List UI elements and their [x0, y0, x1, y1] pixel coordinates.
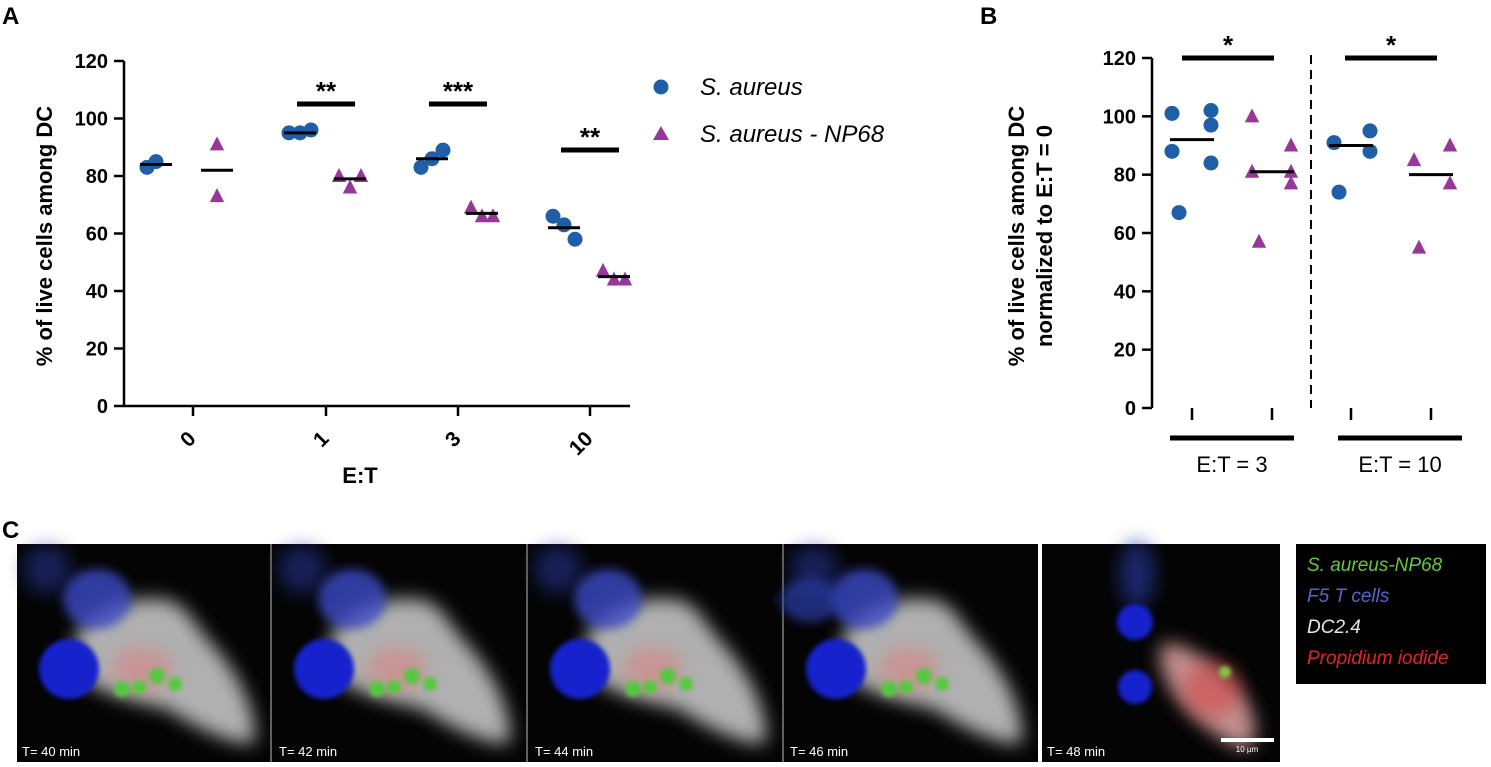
- timestamp-frame-5: T= 48 min: [1047, 744, 1105, 759]
- data-point-s-aureus: [303, 122, 319, 138]
- panel-a-x-axis-title: E:T: [342, 463, 378, 488]
- legend-label-s-aureus-np68: S. aureus - NP68: [700, 121, 885, 148]
- data-point-s-aureus: [567, 231, 583, 247]
- panel-label-c: C: [2, 517, 19, 544]
- data-point-s-aureus-np68: [1244, 108, 1260, 123]
- data-point-s-aureus-np68: [1442, 175, 1458, 190]
- x-tick-label: 0: [176, 427, 201, 452]
- legend-marker-s-aureus: [653, 79, 669, 95]
- y-tick-label: 80: [1114, 165, 1136, 187]
- y-tick-label: 40: [1114, 281, 1136, 303]
- data-point-s-aureus: [1203, 103, 1219, 118]
- data-point-s-aureus: [1203, 155, 1219, 171]
- micrograph-frame-5: T= 48 min 10 µm: [1042, 540, 1280, 762]
- panel-b-y-axis-title-line2: normalized to E:T = 0: [1032, 125, 1057, 347]
- panel-b-y-axis-title-line1: % of live cells among DC: [1004, 106, 1029, 367]
- data-point-s-aureus-np68: [209, 188, 225, 203]
- panel-label-b: B: [980, 3, 997, 30]
- data-point-s-aureus: [1331, 184, 1347, 200]
- micrograph-frame-1: T= 40 min: [17, 544, 271, 762]
- legend-marker-s-aureus-np68: [653, 126, 669, 140]
- data-point-s-aureus-np68: [342, 179, 358, 194]
- channel-label-dc24: DC2.4: [1307, 617, 1361, 638]
- y-tick-label: 100: [75, 109, 108, 131]
- channel-legend-box: [1296, 544, 1486, 684]
- channel-label-propidium-iodide: Propidium iodide: [1307, 648, 1449, 669]
- panel-a-y-axis-title: % of live cells among DC: [32, 106, 57, 367]
- significance-label: *: [1386, 30, 1397, 60]
- panel-c-micrographs: T= 40 min T= 42 min T= 44 min T= 46 min …: [17, 540, 1486, 762]
- y-tick-label: 60: [1114, 223, 1136, 245]
- y-tick-label: 20: [86, 339, 108, 361]
- data-point-s-aureus-np68: [617, 271, 633, 286]
- data-point-s-aureus-np68: [606, 271, 622, 286]
- data-point-s-aureus: [413, 159, 429, 175]
- timestamp-frame-2: T= 42 min: [279, 744, 337, 759]
- y-tick-label: 100: [1103, 106, 1136, 128]
- significance-label: **: [316, 76, 337, 106]
- micrograph-frame-2: T= 42 min: [272, 544, 526, 762]
- channel-legend: S. aureus-NP68 F5 T cells DC2.4 Propidiu…: [1296, 544, 1486, 684]
- y-tick-label: 80: [86, 166, 108, 188]
- data-point-s-aureus-np68: [595, 262, 611, 277]
- x-tick-label: 1: [309, 427, 334, 452]
- timestamp-frame-3: T= 44 min: [535, 744, 593, 759]
- data-point-s-aureus: [556, 217, 572, 233]
- timestamp-frame-1: T= 40 min: [22, 744, 80, 759]
- data-point-s-aureus-np68: [1283, 175, 1299, 190]
- frame-gap: [1038, 544, 1043, 762]
- x-tick-label: 10: [565, 427, 598, 460]
- legend-label-s-aureus: S. aureus: [700, 74, 803, 101]
- scale-bar-label: 10 µm: [1236, 745, 1259, 754]
- extra-t-cell-signal: [780, 578, 840, 622]
- timestamp-frame-4: T= 46 min: [790, 744, 848, 759]
- data-point-s-aureus-np68: [474, 208, 490, 223]
- data-point-s-aureus: [1164, 105, 1180, 121]
- group-label-et3: E:T = 3: [1196, 452, 1267, 477]
- data-point-s-aureus: [435, 142, 451, 158]
- y-tick-label: 60: [86, 224, 108, 246]
- data-point-s-aureus: [545, 208, 561, 224]
- x-tick-label: 3: [441, 427, 466, 452]
- y-tick-label: 0: [97, 396, 108, 418]
- data-point-s-aureus-np68: [485, 208, 501, 223]
- panel-label-a: A: [2, 3, 19, 30]
- y-tick-label: 20: [1114, 340, 1136, 362]
- micrograph-frame-3: T= 44 min: [528, 544, 782, 762]
- significance-label: **: [580, 122, 601, 152]
- data-point-s-aureus: [148, 154, 164, 170]
- y-tick-label: 0: [1125, 398, 1136, 420]
- group-label-et10: E:T = 10: [1358, 452, 1441, 477]
- channel-label-s-aureus-np68: S. aureus-NP68: [1307, 555, 1443, 576]
- data-point-s-aureus-np68: [209, 136, 225, 151]
- significance-label: ***: [443, 76, 474, 106]
- y-tick-label: 120: [1103, 48, 1136, 70]
- significance-label: *: [1223, 30, 1234, 60]
- data-point-s-aureus-np68: [1251, 233, 1267, 248]
- y-tick-label: 120: [75, 51, 108, 73]
- data-point-s-aureus-np68: [1406, 152, 1422, 167]
- data-point-s-aureus: [1362, 123, 1378, 139]
- data-point-s-aureus-np68: [1442, 137, 1458, 152]
- y-tick-label: 40: [86, 281, 108, 303]
- panel-b-chart: 0 20 40 60 80 100 120 * * % of live cells among …: [1004, 30, 1462, 477]
- data-point-s-aureus: [1203, 117, 1219, 133]
- data-point-s-aureus-np68: [463, 199, 479, 214]
- data-point-s-aureus: [1164, 143, 1180, 159]
- data-point-s-aureus-np68: [1411, 239, 1427, 254]
- data-point-s-aureus: [1171, 205, 1187, 221]
- channel-label-f5-t-cells: F5 T cells: [1307, 586, 1390, 607]
- data-point-s-aureus: [1362, 143, 1378, 159]
- legend: S. aureus S. aureus - NP68: [653, 74, 885, 148]
- data-point-s-aureus: [1326, 135, 1342, 151]
- data-point-s-aureus-np68: [1283, 137, 1299, 152]
- micrograph-frame-4: T= 46 min: [780, 544, 1038, 762]
